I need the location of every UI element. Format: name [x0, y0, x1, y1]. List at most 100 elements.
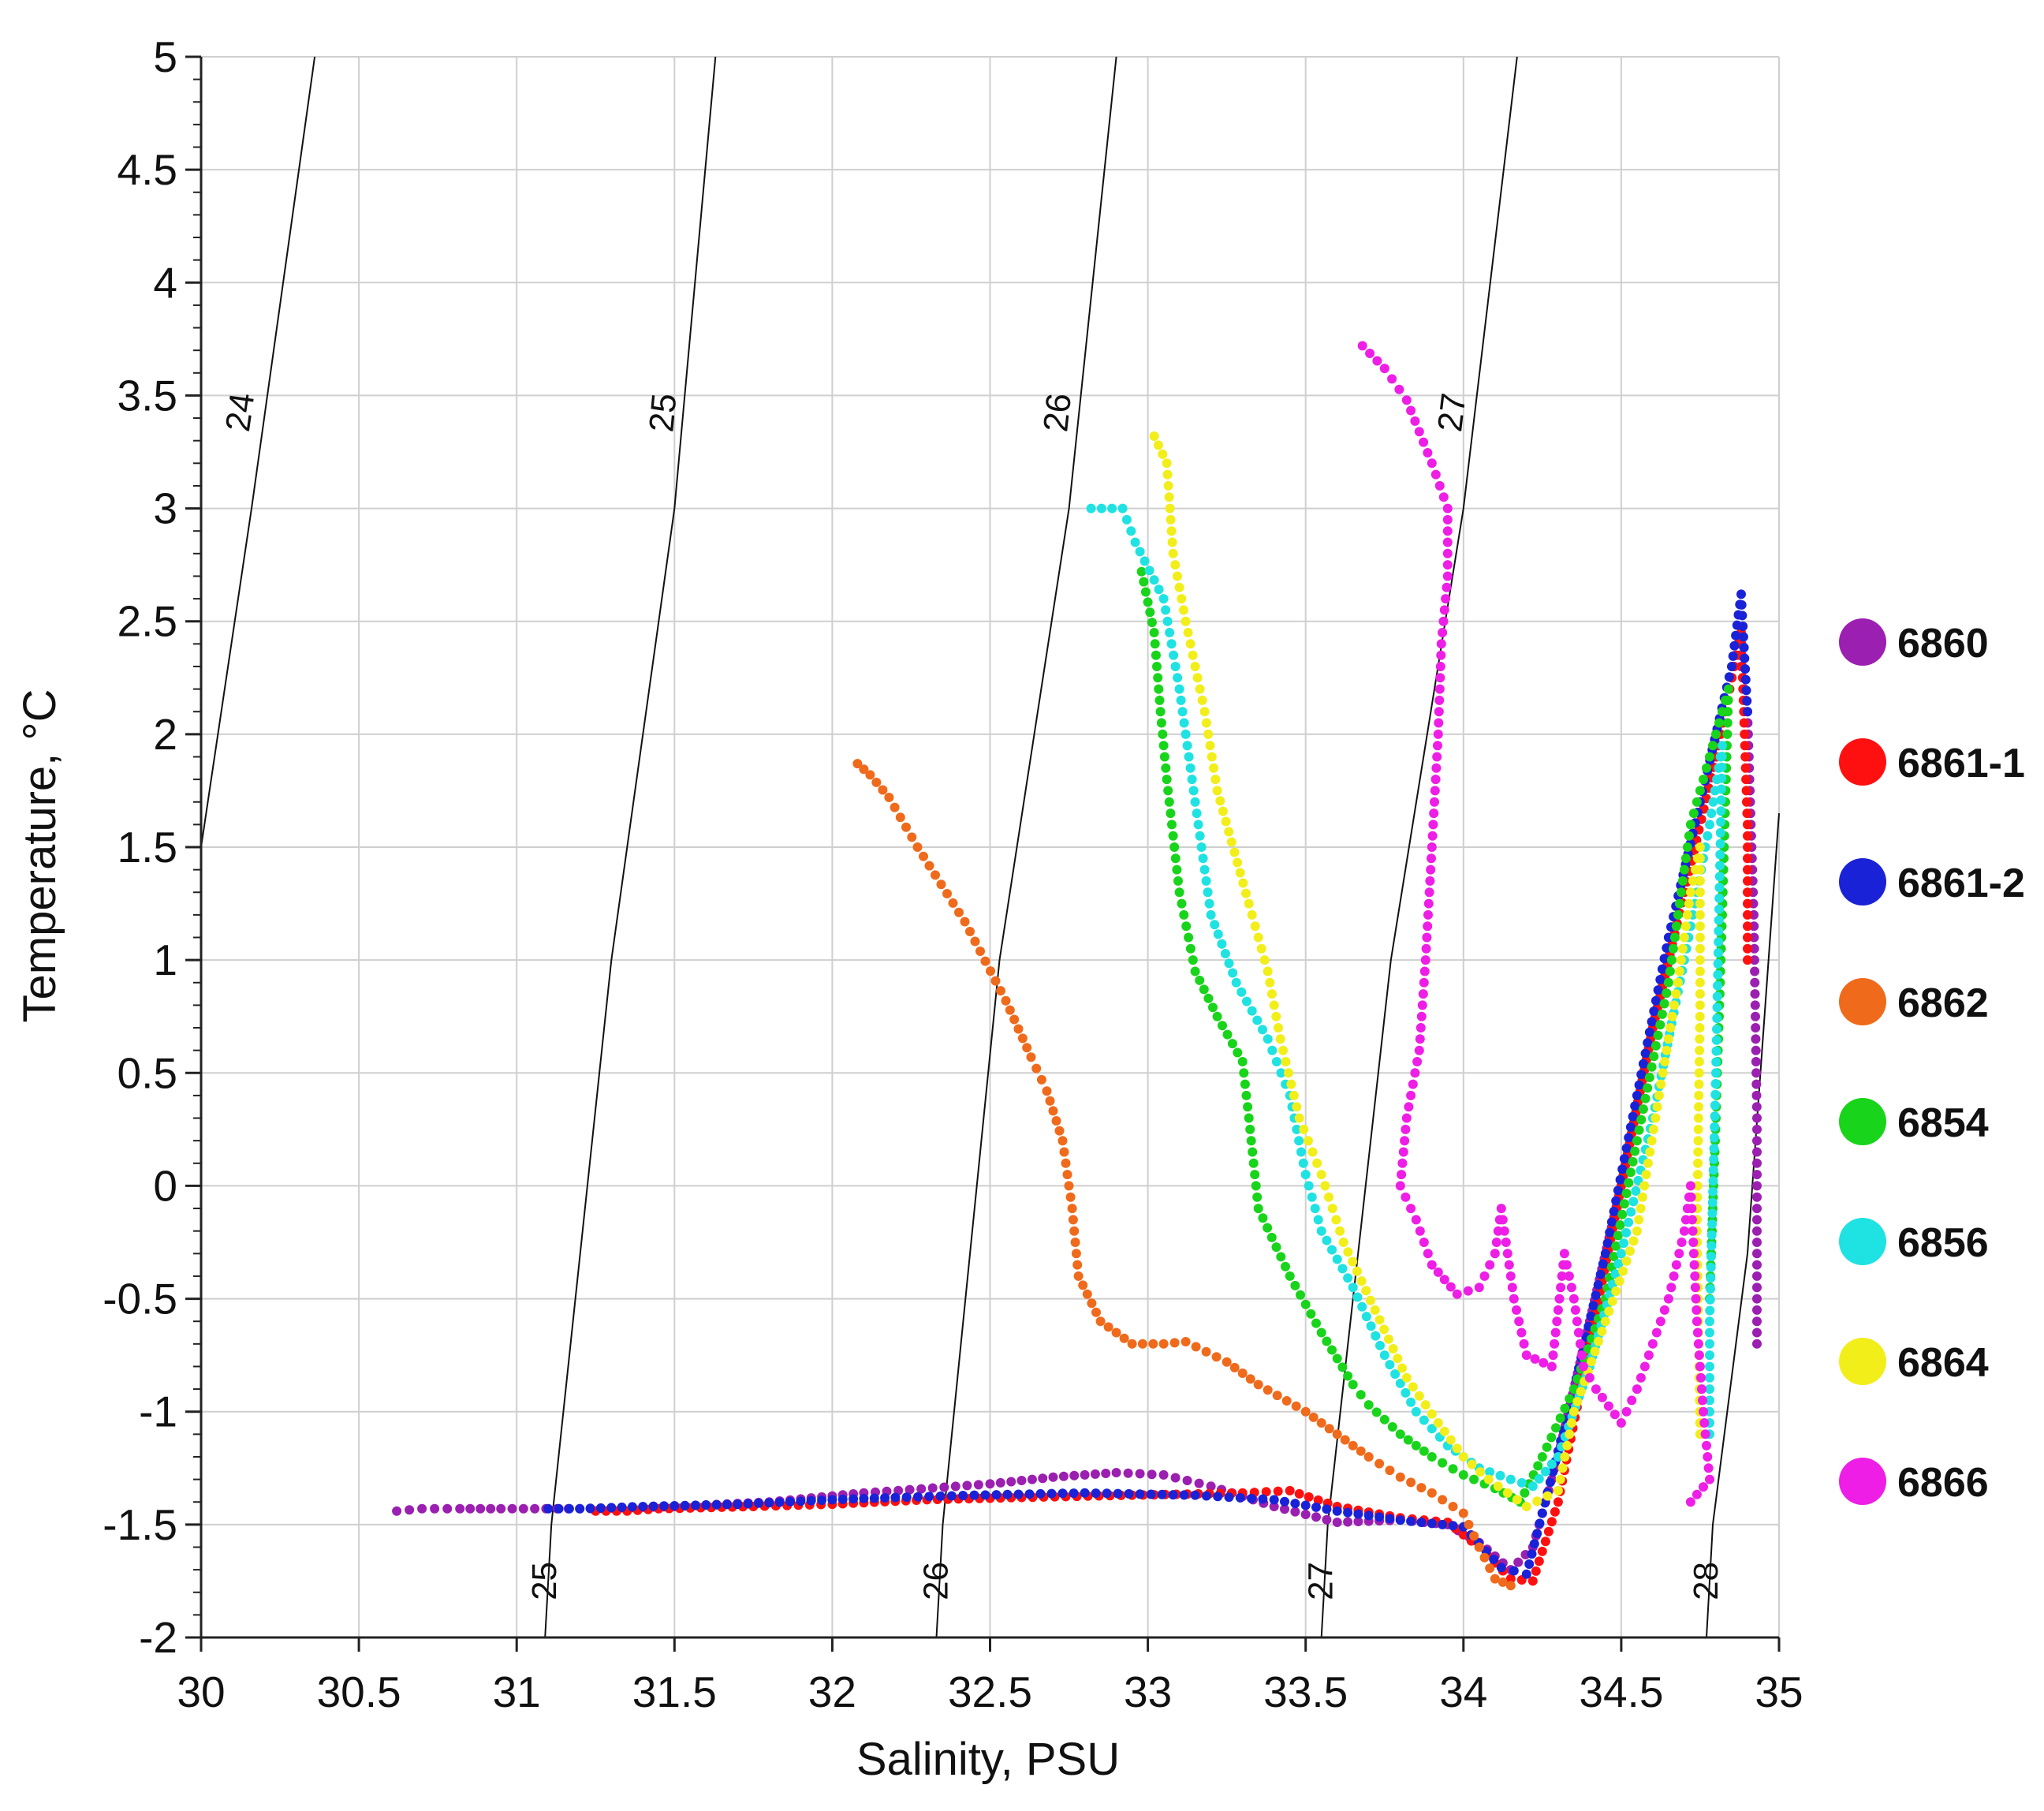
data-point [1343, 1273, 1353, 1283]
isopycnal-label-bottom: 25 [525, 1562, 564, 1600]
data-point [1332, 1518, 1342, 1527]
data-point [1636, 1070, 1647, 1080]
data-point [1743, 943, 1752, 954]
data-point [1597, 1392, 1607, 1402]
data-point [1139, 577, 1149, 587]
data-point [1363, 1452, 1374, 1462]
data-point [1550, 1339, 1560, 1349]
data-point [1401, 1113, 1412, 1123]
data-point [1548, 1350, 1558, 1361]
data-point [1553, 1305, 1563, 1315]
data-point [1490, 1574, 1500, 1584]
x-tick-label: 35 [1755, 1667, 1803, 1716]
data-point [1752, 1226, 1762, 1236]
data-point [1159, 752, 1169, 762]
data-point [1421, 943, 1431, 954]
data-point [1708, 797, 1718, 807]
data-point [1343, 1517, 1353, 1527]
data-point [1628, 1236, 1639, 1246]
data-point [1166, 639, 1177, 649]
data-point [1438, 492, 1449, 502]
data-point [1192, 808, 1202, 819]
data-point [1458, 1469, 1468, 1480]
data-point [1630, 1146, 1640, 1156]
data-point [1348, 1256, 1358, 1267]
data-point [1267, 1045, 1278, 1055]
data-point [1237, 1057, 1248, 1066]
data-point [1691, 1294, 1701, 1304]
data-point [1740, 664, 1751, 674]
data-point [950, 1481, 960, 1492]
data-point [1290, 1499, 1300, 1509]
data-point [1356, 1276, 1367, 1286]
data-point [1703, 1463, 1714, 1473]
data-point [1276, 1252, 1286, 1262]
data-point [1627, 1395, 1637, 1406]
data-point [1707, 1197, 1718, 1208]
data-point [1419, 1238, 1429, 1247]
data-point [1438, 616, 1449, 626]
data-point [1170, 662, 1181, 671]
data-point [392, 1506, 402, 1516]
data-point [1222, 1029, 1233, 1040]
data-point [1632, 1384, 1642, 1395]
data-point [1294, 1136, 1304, 1146]
data-point [1212, 786, 1222, 796]
data-point [1352, 1292, 1363, 1302]
data-point [939, 1482, 949, 1492]
data-point [1227, 1039, 1237, 1049]
data-point [1406, 1477, 1416, 1488]
data-point [1035, 1488, 1046, 1499]
data-point [1022, 1043, 1032, 1053]
legend-marker [1839, 738, 1886, 786]
data-point [1749, 932, 1759, 943]
data-point [1706, 1241, 1717, 1251]
data-point [1067, 1204, 1077, 1214]
data-point [1387, 1422, 1397, 1432]
data-point [1469, 1531, 1479, 1541]
legend-marker [1839, 618, 1886, 666]
data-point [1259, 955, 1270, 965]
data-point [1722, 718, 1733, 728]
data-point [1366, 1295, 1375, 1305]
data-point [1201, 1491, 1211, 1501]
data-point [1379, 364, 1389, 374]
data-point [890, 1492, 901, 1503]
data-point [1242, 996, 1251, 1006]
data-point [1655, 1316, 1665, 1327]
data-point [1743, 887, 1752, 898]
data-point [1505, 1581, 1516, 1591]
data-point [1158, 449, 1168, 459]
data-point [1637, 1192, 1647, 1202]
data-point [1617, 1209, 1628, 1219]
data-point [1181, 921, 1192, 932]
data-point [1136, 566, 1147, 577]
data-point [1183, 628, 1193, 637]
data-point [1649, 1006, 1659, 1016]
data-point [1705, 1294, 1715, 1305]
data-point [1248, 1158, 1259, 1168]
data-point [895, 812, 905, 823]
isopycnal-lines: 24 25 25 26 26 27 27 28 [200, 56, 1780, 1638]
data-point [1322, 1504, 1332, 1514]
data-point [1743, 820, 1752, 830]
data-point [1393, 1354, 1403, 1364]
data-point [1291, 1401, 1301, 1411]
data-point [1390, 1369, 1401, 1379]
data-point [1143, 597, 1153, 607]
data-point [1714, 926, 1724, 936]
data-point [1224, 958, 1234, 969]
data-point [1723, 695, 1733, 705]
data-point [1647, 1062, 1657, 1072]
data-point [1513, 1557, 1524, 1567]
data-point [1576, 1387, 1586, 1397]
data-point [1176, 695, 1186, 705]
data-point [638, 1502, 648, 1511]
data-point [1427, 1260, 1437, 1270]
data-point [1628, 1197, 1639, 1207]
data-point [1374, 1458, 1385, 1469]
data-point [680, 1500, 690, 1510]
data-point [1711, 1068, 1721, 1078]
data-point [1689, 1260, 1699, 1270]
data-point [1337, 1264, 1348, 1274]
